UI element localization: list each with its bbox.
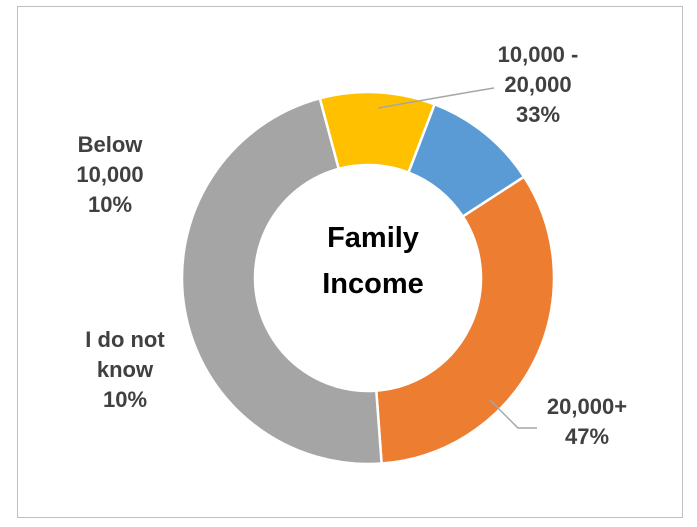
data-label-below-10000-percent: 10% (87, 192, 133, 217)
data-label-20000-plus-name: 20,000+ (546, 394, 628, 419)
donut-slice-20-000 (180, 96, 383, 466)
chart-title: Family Income (288, 215, 458, 307)
chart-title-line-1: Family (327, 222, 419, 254)
donut-slice-10-000-20-000 (374, 174, 556, 465)
leader-line-20000-plus (489, 399, 537, 429)
data-label-20000-plus-percent: 47% (564, 424, 610, 449)
data-label-i-do-not-know-percent: 10% (102, 387, 148, 412)
data-label-below-10000: Below 10,000 10% (50, 130, 170, 220)
data-label-below-10000-name-2: 10,000 (76, 162, 144, 187)
leader-line-10000-20000 (377, 87, 495, 109)
data-label-10000-20000-name-2: 20,000 (504, 72, 572, 97)
data-label-10000-20000: 10,000 - 20,000 33% (478, 40, 598, 130)
donut-slice-below-10-000 (406, 102, 526, 219)
data-label-10000-20000-percent: 33% (515, 102, 561, 127)
data-label-i-do-not-know: I do not know 10% (65, 325, 185, 415)
data-label-i-do-not-know-name-2: know (96, 357, 154, 382)
data-label-below-10000-name-1: Below (77, 132, 143, 157)
data-label-10000-20000-name-1: 10,000 - (497, 42, 579, 67)
chart-title-line-2: Income (322, 268, 424, 300)
data-label-20000-plus: 20,000+ 47% (527, 392, 647, 452)
data-label-i-do-not-know-name-1: I do not (85, 327, 165, 352)
